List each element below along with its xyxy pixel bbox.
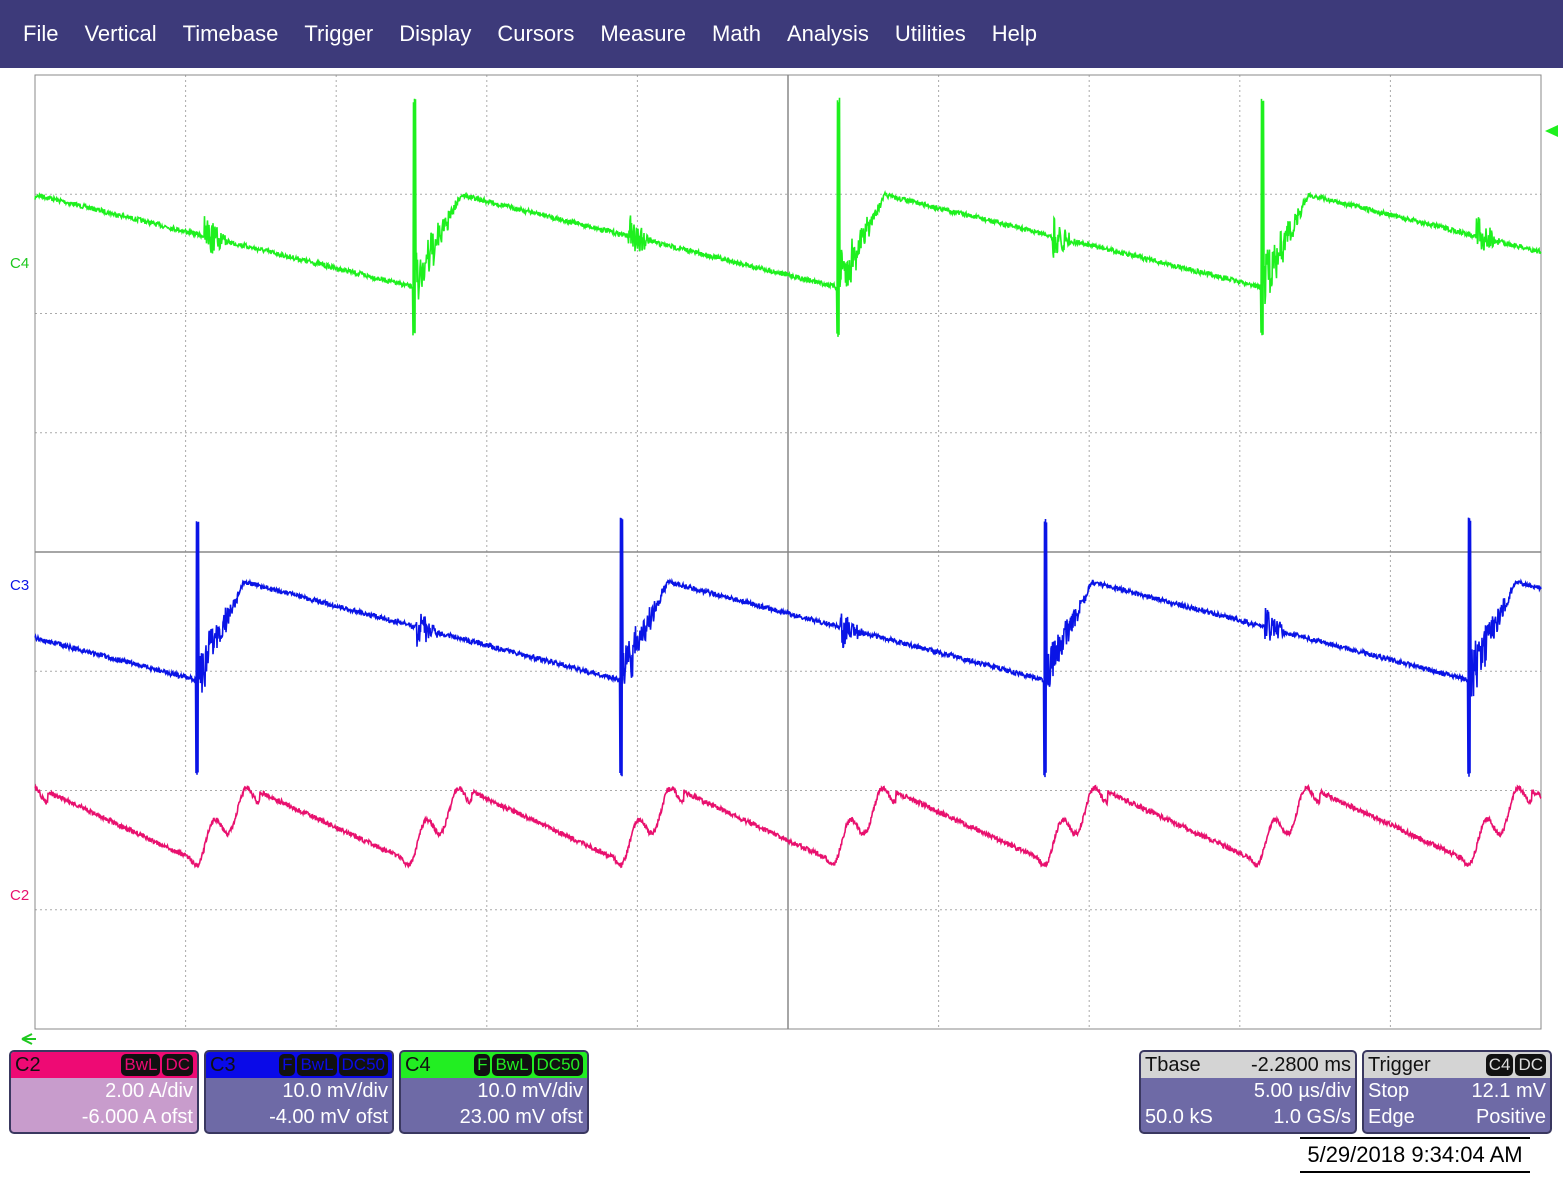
c3-trace [34, 517, 1542, 778]
menu-math[interactable]: Math [712, 21, 761, 46]
menu-vertical[interactable]: Vertical [84, 21, 157, 46]
c2-scale: 2.00 A/div [105, 1080, 193, 1102]
menu-utilities[interactable]: Utilities [894, 21, 966, 46]
menu-measure[interactable]: Measure [600, 21, 687, 46]
c2-offset: -6.000 A ofst [81, 1106, 193, 1128]
trigger-mode: Stop [1368, 1080, 1410, 1102]
menu-cursors[interactable]: Cursors [497, 21, 575, 46]
menu-trigger[interactable]: Trigger [304, 21, 374, 46]
trigger-level-marker [1545, 125, 1558, 137]
c4-scale: 10.0 mV/div [477, 1080, 583, 1102]
menu-file[interactable]: File [23, 21, 59, 46]
c2-label: C2 [15, 1053, 41, 1076]
c4-descriptor[interactable]: C4 F BwL DC50 10.0 mV/div 23.00 mV ofst [399, 1050, 589, 1134]
c4-marker: C4 [10, 255, 29, 272]
timebase-delay: -2.2800 ms [1250, 1053, 1351, 1076]
c3-descriptor[interactable]: C3 F BwL DC50 10.0 mV/div -4.00 mV ofst [204, 1050, 394, 1134]
menu-display[interactable]: Display [399, 21, 472, 46]
c4-trace [34, 97, 1542, 337]
timebase-scale: 5.00 µs/div [1253, 1080, 1351, 1102]
timebase-rate: 1.0 GS/s [1273, 1106, 1351, 1128]
trigger-type: Edge [1368, 1106, 1415, 1128]
c3-scale: 10.0 mV/div [282, 1080, 388, 1102]
timebase-samples: 50.0 kS [1145, 1106, 1213, 1128]
menu-bar: File Vertical Timebase Trigger Display C… [0, 0, 1563, 68]
c3-label: C3 [210, 1053, 236, 1076]
c3-marker: C3 [10, 577, 29, 594]
c4-offset: 23.00 mV ofst [459, 1106, 583, 1128]
graticule [34, 74, 1542, 1030]
trigger-descriptor[interactable]: Trigger C4 DC Stop 12.1 mV Edge Positive [1362, 1050, 1552, 1134]
menu-help[interactable]: Help [991, 21, 1038, 46]
c3-offset: -4.00 mV ofst [269, 1106, 388, 1128]
trigger-slope: Positive [1475, 1106, 1546, 1128]
trigger-position-arrow [21, 1033, 36, 1045]
c3-tag-bwl: BwL [297, 1054, 337, 1076]
timebase-descriptor[interactable]: Tbase -2.2800 ms 5.00 µs/div 50.0 kS 1.0 G… [1139, 1050, 1357, 1134]
menu-analysis[interactable]: Analysis [786, 21, 869, 46]
c4-label: C4 [405, 1053, 431, 1076]
trigger-level: 12.1 mV [1471, 1080, 1546, 1102]
c4-tag-f: F [474, 1054, 491, 1076]
c2-trace [34, 783, 1542, 869]
trigger-tag-coupling: DC [1515, 1054, 1546, 1076]
c2-descriptor[interactable]: C2 BwL DC 2.00 A/div -6.000 A ofst [9, 1050, 199, 1134]
c4-tag-bwl: BwL [492, 1054, 532, 1076]
trigger-tag-source: C4 [1485, 1054, 1514, 1076]
c3-tag-dc50: DC50 [338, 1054, 388, 1076]
c2-marker: C2 [10, 887, 29, 904]
c2-tag-dc: DC [162, 1054, 193, 1076]
menu-timebase[interactable]: Timebase [182, 21, 279, 46]
waveform-display[interactable]: C4 C3 C2 [0, 68, 1563, 1048]
timestamp: 5/29/2018 9:34:04 AM [1300, 1137, 1530, 1173]
timebase-label: Tbase [1145, 1053, 1201, 1076]
c3-tag-f: F [279, 1054, 296, 1076]
c2-tag-bwl: BwL [121, 1054, 161, 1076]
c4-tag-dc50: DC50 [533, 1054, 583, 1076]
trigger-label: Trigger [1368, 1053, 1431, 1076]
graticule-border [34, 74, 1542, 1030]
